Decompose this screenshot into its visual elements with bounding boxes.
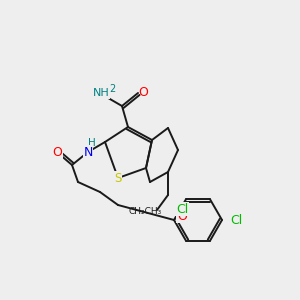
Text: S: S bbox=[114, 172, 122, 184]
Text: Cl: Cl bbox=[230, 214, 242, 227]
Text: CH₂CH₃: CH₂CH₃ bbox=[128, 208, 162, 217]
Text: 2: 2 bbox=[109, 84, 115, 94]
Text: H: H bbox=[88, 138, 96, 148]
Text: O: O bbox=[138, 86, 148, 100]
Text: Cl: Cl bbox=[176, 203, 188, 216]
Text: O: O bbox=[177, 209, 187, 223]
Text: N: N bbox=[83, 146, 93, 158]
Text: NH: NH bbox=[93, 88, 110, 98]
Text: O: O bbox=[52, 146, 62, 158]
